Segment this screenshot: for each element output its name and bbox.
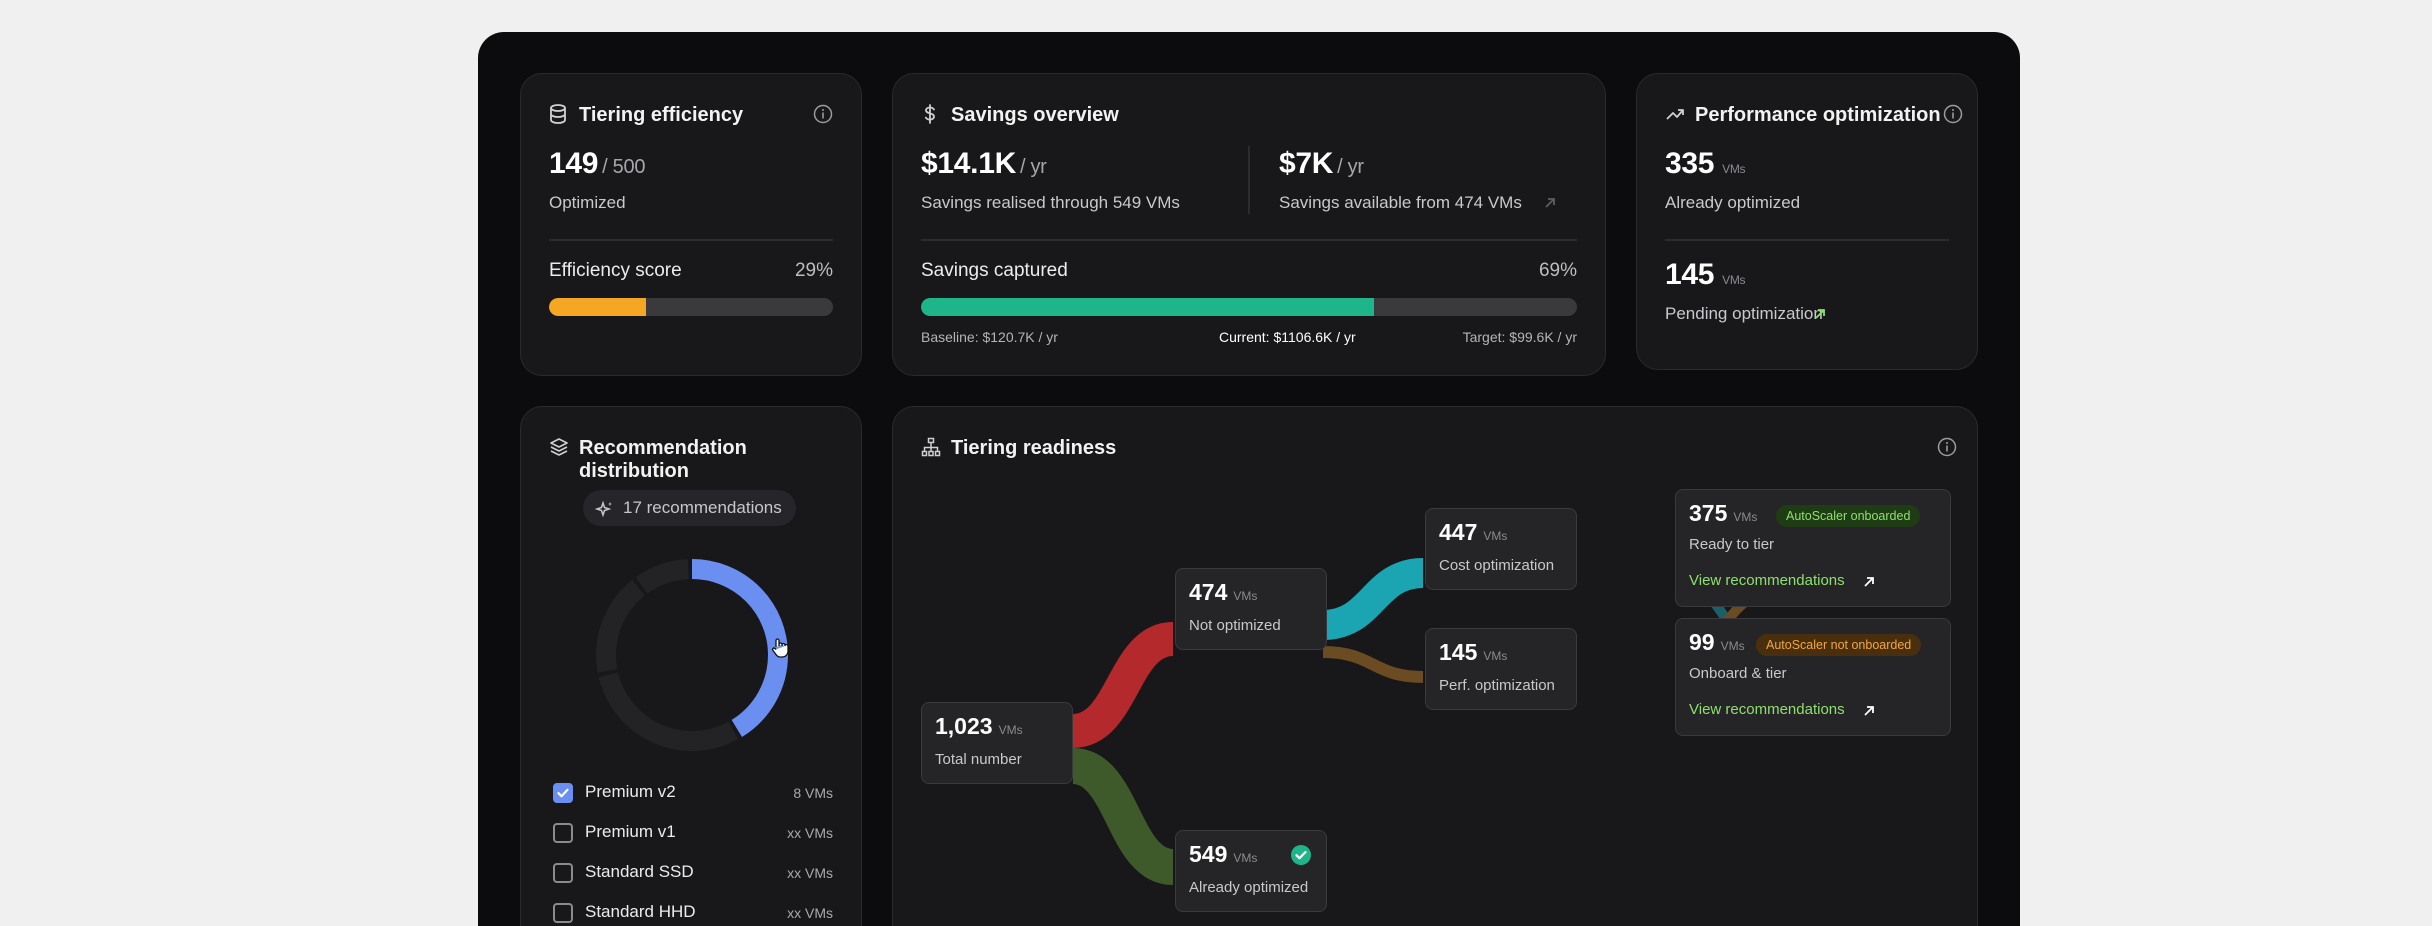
savings-available-value: $7K / yr <box>1279 147 1364 180</box>
optimized-count: 149/ 500 <box>549 147 646 180</box>
savings-overview-card: Savings overview $14.1K / yr Savings real… <box>892 73 1606 376</box>
sparkle-icon <box>595 500 615 520</box>
node-cost-optimization[interactable]: 447 VMs Cost optimization <box>1425 508 1577 590</box>
pill-label: 17 recommendations <box>623 498 782 517</box>
pending-optimization-count: 145 VMs <box>1665 258 1746 291</box>
legend-value: xx VMs <box>787 825 833 841</box>
node-label: Ready to tier <box>1689 536 1775 553</box>
efficiency-progress-fill <box>549 298 646 316</box>
layers-icon <box>549 437 569 457</box>
target-label: Target: $99.6K / yr <box>1462 329 1577 345</box>
node-label: Perf. optimization <box>1439 677 1555 694</box>
checkmark-icon <box>557 788 569 798</box>
divider <box>1665 239 1949 241</box>
savings-captured-value: 69% <box>1538 260 1577 281</box>
savings-progress-fill <box>921 298 1374 316</box>
legend-checkbox[interactable] <box>553 863 573 883</box>
dashboard-frame: Tiering efficiency 149/ 500 Optimized Ef… <box>478 32 2020 926</box>
already-optimized-label: Already optimized <box>1665 193 1801 212</box>
tiering-readiness-card: Tiering readiness 1,023 VMs Total number … <box>892 406 1978 926</box>
flow-total-to-already-optimized <box>1070 748 1176 885</box>
node-label: Cost optimization <box>1439 557 1555 574</box>
savings-realised-value: $14.1K / yr <box>921 147 1047 180</box>
node-label: Total number <box>935 751 1022 768</box>
card-title: Recommendation distribution <box>579 437 747 482</box>
autoscaler-onboarded-badge: AutoScaler onboarded <box>1776 505 1921 527</box>
node-already-optimized[interactable]: 549 VMs Already optimized <box>1175 830 1327 912</box>
legend-checkbox[interactable] <box>553 783 573 803</box>
legend-label[interactable]: Standard SSD <box>585 862 694 881</box>
node-value: 375 VMs <box>1689 500 1758 526</box>
legend-value: xx VMs <box>787 905 833 921</box>
card-title: Tiering efficiency <box>579 104 744 126</box>
check-circle-icon <box>1290 844 1312 866</box>
efficiency-progress-bar <box>549 298 833 316</box>
view-recommendations-link[interactable]: View recommendations <box>1689 701 1845 718</box>
node-not-optimized[interactable]: 474 VMs Not optimized <box>1175 568 1327 650</box>
arrow-up-right-icon[interactable] <box>1862 704 1876 718</box>
divider <box>549 239 833 241</box>
node-perf-optimization[interactable]: 145 VMs Perf. optimization <box>1425 628 1577 710</box>
arrow-up-right-icon[interactable] <box>1862 575 1876 589</box>
savings-captured-label: Savings captured <box>921 260 1068 281</box>
performance-optimization-card: Performance optimization 335 VMs Already … <box>1636 73 1978 370</box>
savings-realised-label: Savings realised through 549 VMs <box>921 193 1180 212</box>
node-value: 474 VMs <box>1189 579 1258 605</box>
savings-available-label: Savings available from 474 VMs <box>1279 193 1522 212</box>
legend-value: 8 VMs <box>793 785 833 801</box>
node-value: 549 VMs <box>1189 841 1258 867</box>
node-label: Onboard & tier <box>1689 665 1787 682</box>
recommendations-count-pill[interactable]: 17 recommendations <box>583 490 796 526</box>
card-title: Tiering readiness <box>951 437 1117 459</box>
efficiency-score-value: 29% <box>794 260 833 281</box>
node-onboard-and-tier[interactable]: 99 VMs AutoScaler not onboarded Onboard &… <box>1675 618 1951 736</box>
dollar-icon <box>921 104 939 124</box>
node-total-number[interactable]: 1,023 VMs Total number <box>921 702 1073 784</box>
donut-chart[interactable] <box>590 553 794 757</box>
node-value: 99 VMs <box>1689 629 1745 655</box>
trending-up-icon <box>1665 106 1685 122</box>
efficiency-score-label: Efficiency score <box>549 260 682 281</box>
info-icon[interactable] <box>1937 437 1957 457</box>
info-icon[interactable] <box>1943 104 1963 124</box>
divider <box>921 239 1577 241</box>
legend-label[interactable]: Standard HHD <box>585 902 696 921</box>
tiering-efficiency-card: Tiering efficiency 149/ 500 Optimized Ef… <box>520 73 862 376</box>
savings-progress-bar <box>921 298 1577 316</box>
arrow-up-right-icon[interactable] <box>1813 307 1827 321</box>
recommendation-distribution-card: Recommendation distribution 17 recommend… <box>520 406 862 926</box>
vertical-divider <box>1248 146 1250 214</box>
info-icon[interactable] <box>813 104 833 124</box>
current-label: Current: $1106.6K / yr <box>1219 329 1356 345</box>
node-ready-to-tier[interactable]: 375 VMs AutoScaler onboarded Ready to tie… <box>1675 489 1951 607</box>
baseline-label: Baseline: $120.7K / yr <box>921 329 1058 345</box>
card-title: Savings overview <box>951 104 1119 126</box>
flow-not-optimized-to-cost <box>1321 558 1425 640</box>
node-value: 447 VMs <box>1439 519 1508 545</box>
legend-checkbox[interactable] <box>553 903 573 923</box>
database-icon <box>549 104 567 124</box>
node-label: Already optimized <box>1189 879 1309 896</box>
legend-checkbox[interactable] <box>553 823 573 843</box>
view-recommendations-link[interactable]: View recommendations <box>1689 572 1845 589</box>
already-optimized-count: 335 VMs <box>1665 147 1746 180</box>
node-label: Not optimized <box>1189 617 1281 634</box>
donut-segment-standard-ssd[interactable] <box>596 559 788 751</box>
total-count: / 500 <box>602 156 646 178</box>
donut-segment-premium-v1[interactable] <box>596 559 788 751</box>
flow-total-to-not-optimized <box>1070 622 1176 748</box>
card-title: Performance optimization <box>1695 104 1941 126</box>
optimized-label: Optimized <box>549 193 626 212</box>
pending-optimization-label: Pending optimization <box>1665 304 1823 323</box>
legend-label[interactable]: Premium v2 <box>585 782 676 801</box>
node-value: 1,023 VMs <box>935 713 1023 739</box>
autoscaler-not-onboarded-badge: AutoScaler not onboarded <box>1756 634 1922 656</box>
legend-label[interactable]: Premium v1 <box>585 822 676 841</box>
legend-value: xx VMs <box>787 865 833 881</box>
hand-cursor-icon <box>771 637 789 659</box>
flow-not-optimized-to-perf <box>1322 646 1424 683</box>
arrow-up-right-icon[interactable] <box>1543 196 1557 210</box>
sitemap-icon <box>921 437 941 457</box>
node-value: 145 VMs <box>1439 639 1508 665</box>
